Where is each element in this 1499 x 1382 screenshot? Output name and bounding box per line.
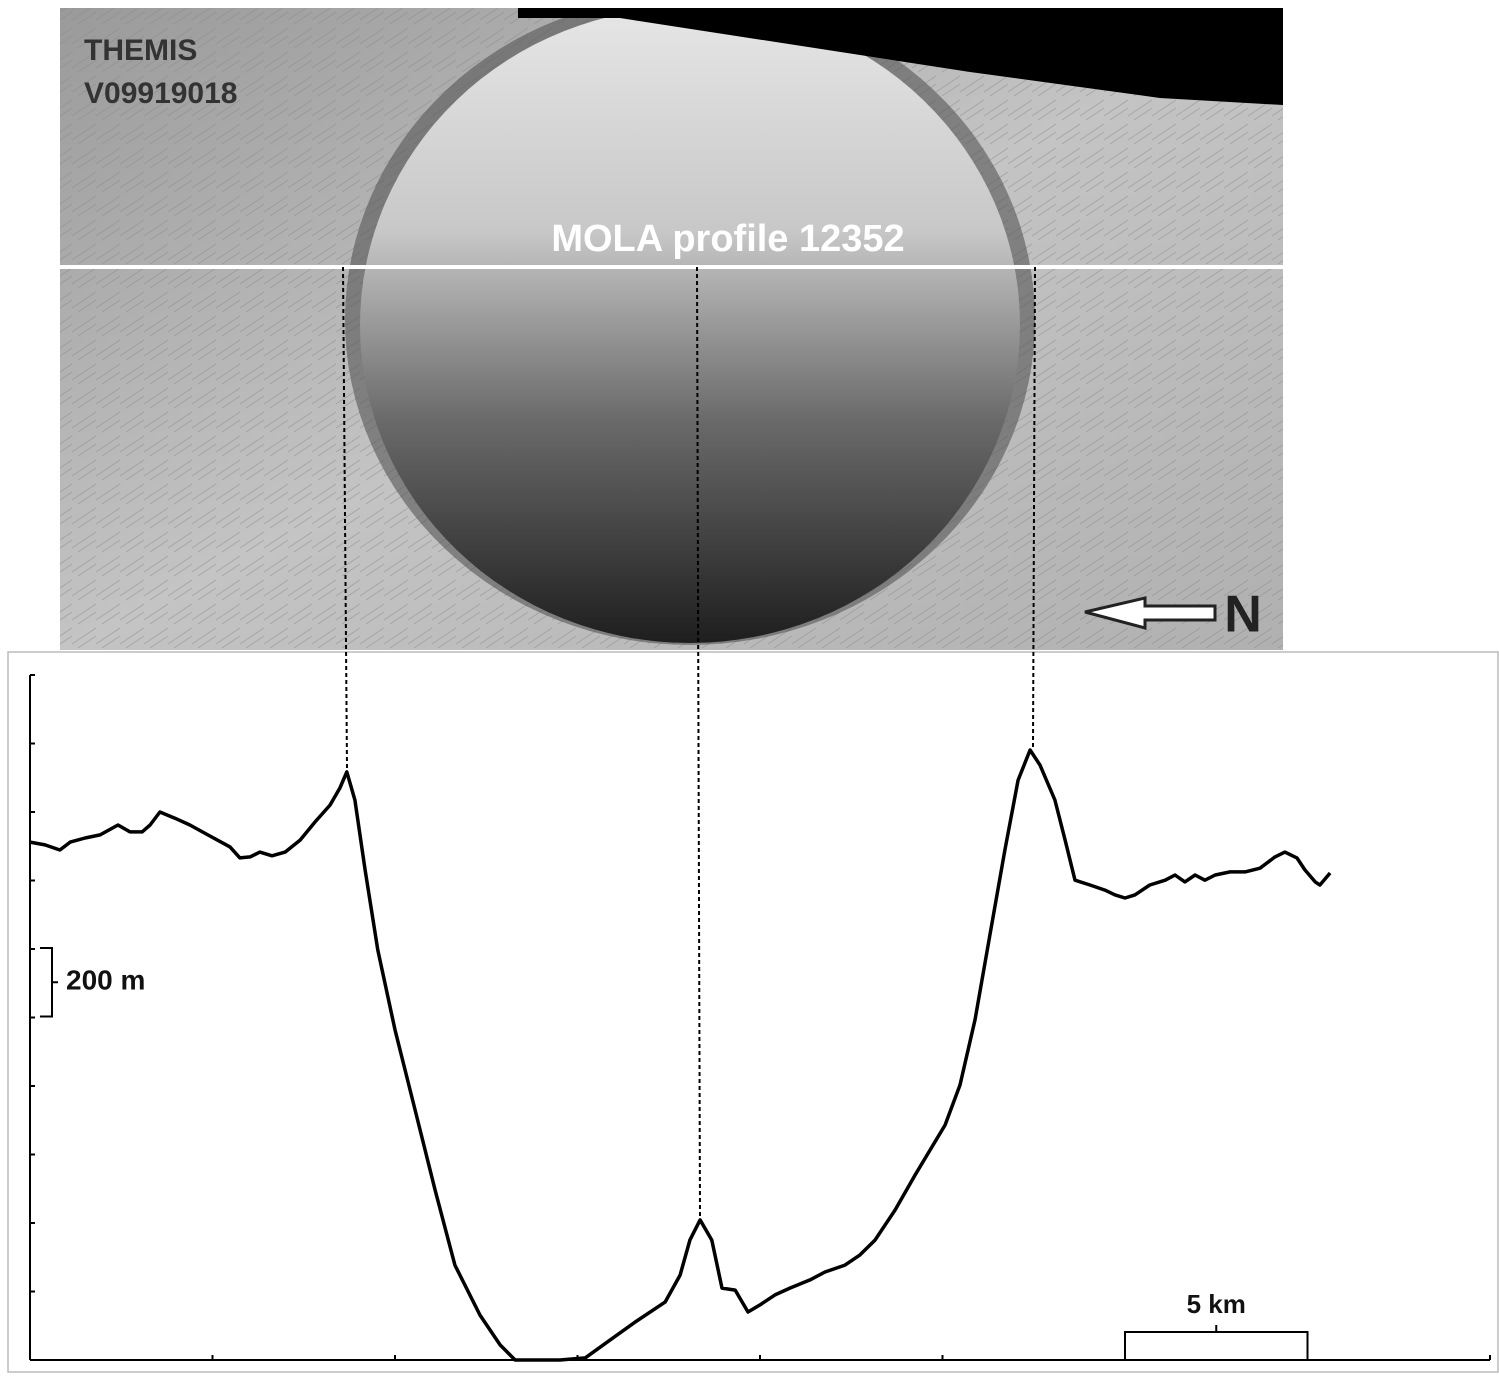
profile-chart: 200 m 5 km bbox=[30, 675, 1490, 1360]
figure: THEMIS V09919018 MOLA profile 12352 N 20… bbox=[0, 0, 1499, 1377]
scale-label: 200 m bbox=[66, 965, 145, 996]
plot-frame bbox=[8, 652, 1498, 1372]
satellite-image bbox=[60, 0, 1283, 650]
scale-label: 5 km bbox=[1187, 1289, 1246, 1319]
profile-label: MOLA profile 12352 bbox=[551, 218, 904, 260]
image-label: THEMIS bbox=[84, 34, 197, 67]
scale-bar bbox=[40, 948, 58, 1017]
image-label: V09919018 bbox=[84, 77, 238, 110]
profile-line bbox=[30, 750, 1330, 1360]
north-label: N bbox=[1224, 586, 1262, 644]
scale-bar bbox=[1125, 1325, 1308, 1358]
page: THEMIS V09919018 MOLA profile 12352 N 20… bbox=[0, 0, 1499, 1382]
